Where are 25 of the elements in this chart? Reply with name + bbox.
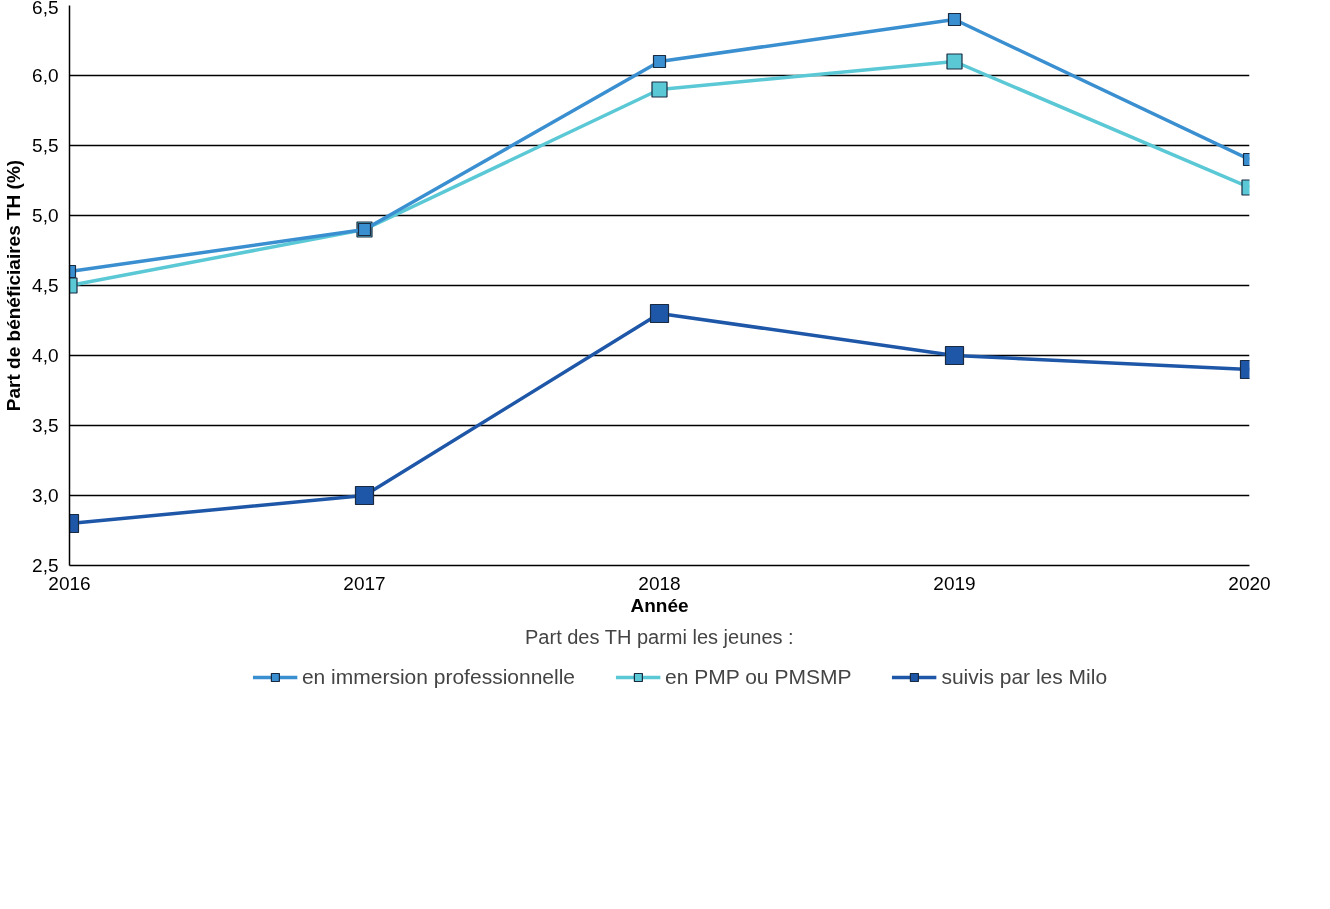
legend-label: en immersion professionnelle (301, 665, 576, 689)
y-tick-label: 4,5 (32, 275, 59, 296)
point (944, 345, 965, 366)
y-axis-title: Part de bénéficiaires TH (%) (3, 159, 25, 412)
x-tick-label: 2020 (1228, 572, 1271, 594)
x-tick-label: 2017 (343, 572, 386, 594)
point (652, 54, 667, 69)
y-tick-label: 6,0 (32, 65, 59, 86)
y-tick-label: 5,0 (32, 205, 59, 226)
legend-title: Part des TH parmi les jeunes : (525, 625, 794, 648)
y-tick-label: 5,5 (32, 135, 59, 156)
legend-label: suivis par les Milo (941, 665, 1108, 689)
y-tick-label: 6,5 (32, 0, 59, 18)
y-tick-label: 4,0 (32, 345, 59, 366)
x-tick-label: 2019 (933, 572, 976, 594)
point (651, 81, 668, 98)
point (649, 303, 670, 324)
point (947, 12, 962, 27)
x-tick-label: 2018 (638, 572, 681, 594)
point (946, 53, 963, 70)
y-tick-label: 3,0 (32, 485, 59, 506)
y-tick-label: 3,5 (32, 415, 59, 436)
x-axis-title: Année (630, 594, 689, 616)
legend-label: en PMP ou PMSMP (665, 665, 852, 689)
point (354, 485, 375, 506)
